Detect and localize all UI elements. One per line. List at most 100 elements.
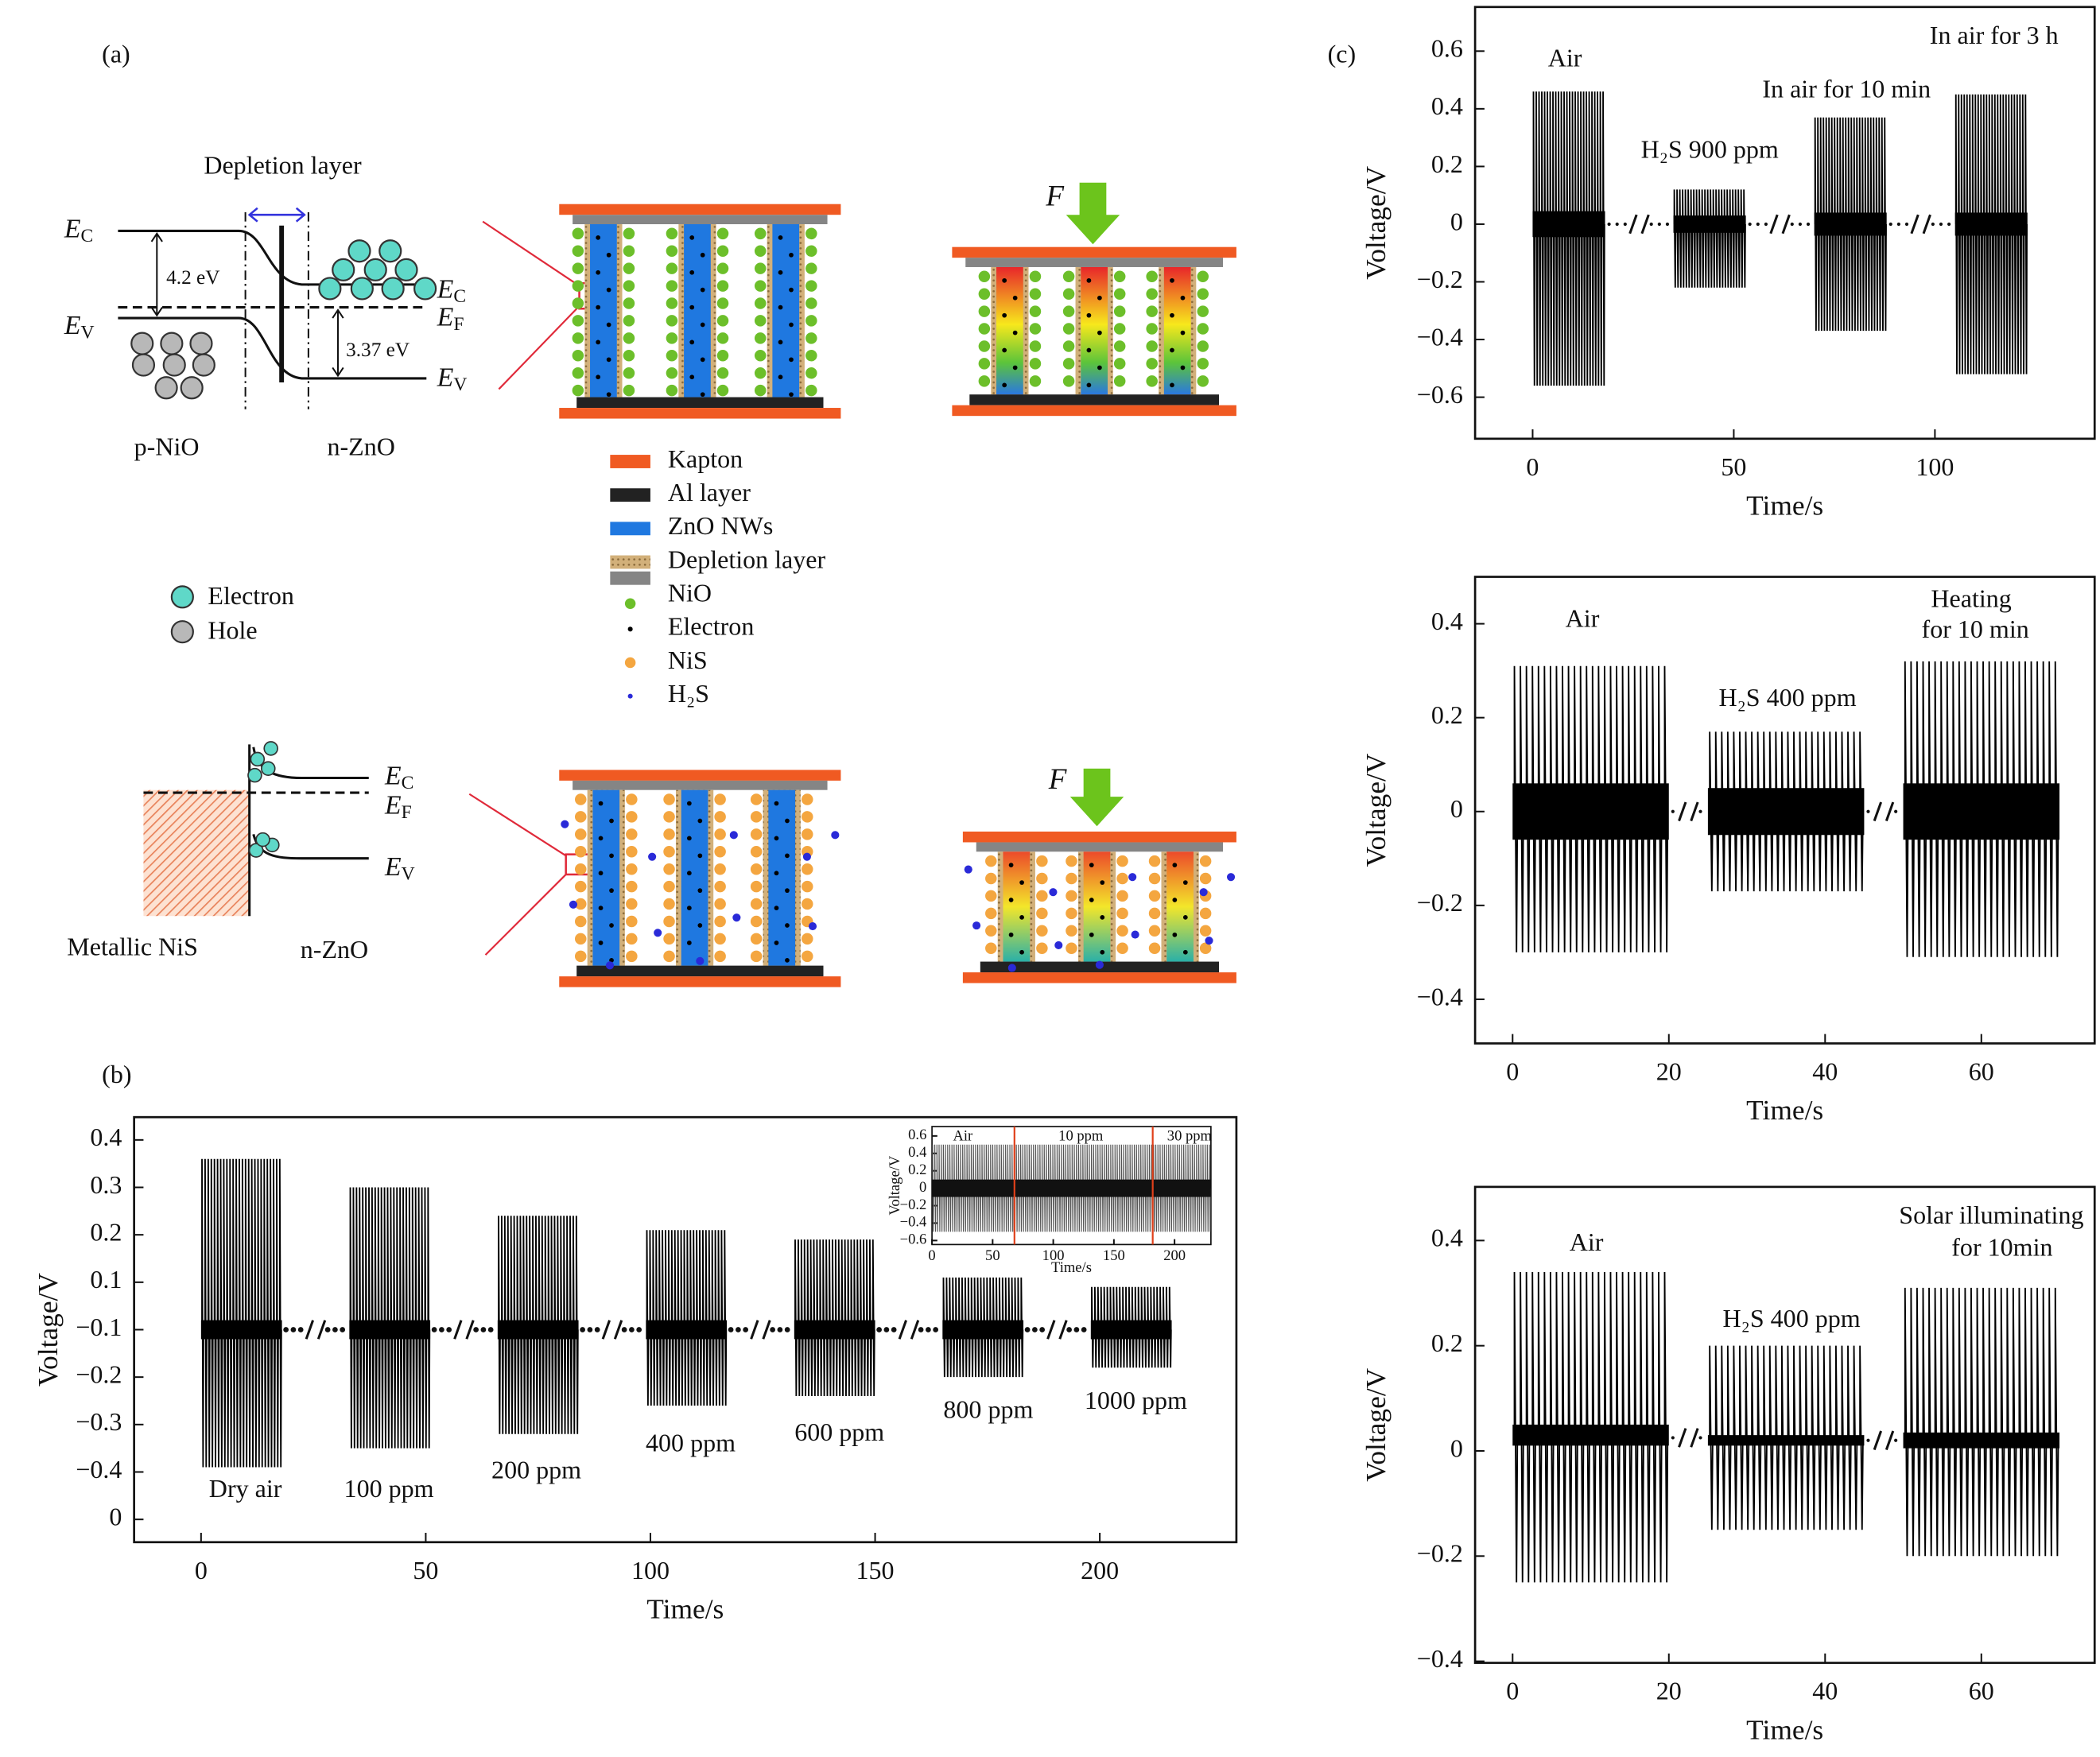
spike [1535, 91, 1539, 386]
label: p-NiO [134, 432, 200, 461]
spike [860, 1239, 864, 1397]
electron-dot [1002, 347, 1007, 353]
energy-level: EC [437, 274, 466, 307]
shell-particle [663, 863, 675, 875]
shell-particle [1029, 288, 1042, 300]
spike [275, 1158, 279, 1468]
electron-dot [598, 941, 604, 945]
spike [1566, 91, 1570, 386]
label: Hole [208, 616, 257, 645]
electron-dot [1019, 880, 1024, 885]
spike [1599, 91, 1603, 386]
legend-label: Electron [668, 612, 754, 641]
spike [411, 1187, 415, 1449]
y-tick-label: 0.2 [1431, 149, 1463, 178]
spike [699, 1230, 702, 1406]
spike [1928, 1287, 1933, 1557]
spike [806, 1239, 810, 1397]
zno-nanowire [590, 224, 617, 398]
kapton [559, 976, 841, 987]
spike [359, 1187, 363, 1449]
shell-particle [801, 811, 813, 823]
label: 4.2 eV [166, 266, 219, 289]
shell-particle [716, 297, 729, 309]
electron-dot [686, 906, 692, 910]
electron-dot [1012, 330, 1018, 335]
electron-dot [598, 906, 604, 910]
annotation: Heating [1931, 584, 2011, 612]
electron-dot [785, 923, 790, 928]
spike [655, 1230, 659, 1406]
shell-particle [626, 950, 638, 963]
spike [1684, 189, 1688, 288]
spike [1982, 1287, 1987, 1557]
level-symbol: E [384, 761, 402, 790]
annotation: In air for 3 h [1930, 21, 2059, 49]
shell-particle [1029, 340, 1042, 352]
spike [244, 1158, 248, 1468]
break-mark [1046, 1320, 1068, 1340]
spike [1569, 91, 1572, 386]
electron-dot [700, 357, 705, 363]
noise-band [1903, 1432, 2060, 1449]
electron-dot [774, 941, 779, 945]
shell-particle [750, 933, 763, 945]
shell-particle [714, 933, 726, 945]
segment-label: 800 ppm [943, 1395, 1033, 1424]
shell-particle [663, 898, 675, 910]
spike [1701, 189, 1705, 288]
shell-particle [714, 863, 726, 875]
legend-swatch [624, 657, 636, 669]
y-tick-label: 0.2 [90, 1218, 122, 1247]
spike [705, 1230, 708, 1406]
y-tick-label: −0.2 [76, 1360, 122, 1389]
electron-dot [774, 871, 779, 876]
shell-particle [1116, 872, 1128, 885]
break-mark [750, 1320, 771, 1340]
legend-label: Kapton [668, 444, 743, 473]
electron-dot [1180, 330, 1186, 335]
electron-dot [1172, 863, 1178, 868]
segment-label: 400 ppm [646, 1429, 736, 1457]
level-sub: V [402, 864, 415, 885]
electron-dot [1182, 949, 1188, 955]
electron-dot [778, 235, 783, 240]
shell-particle [750, 811, 763, 823]
spike [260, 1158, 264, 1468]
shell-particle [1199, 855, 1212, 867]
shell-particle [574, 950, 587, 963]
spike [1734, 189, 1738, 288]
spike [2012, 1287, 2017, 1557]
electron [413, 277, 437, 301]
electron-dot [1012, 365, 1018, 370]
electron-dot [697, 853, 703, 859]
electron [378, 239, 402, 263]
spike [254, 1158, 258, 1468]
spike [1964, 1287, 1970, 1557]
spike [689, 1230, 693, 1406]
shell-particle [716, 262, 729, 274]
spike [1549, 91, 1553, 386]
shell-particle [1197, 323, 1209, 335]
hole [192, 353, 215, 377]
shell-particle [1062, 375, 1075, 387]
shell-particle [626, 811, 638, 823]
zoom-line [482, 220, 580, 390]
legend-label: NiO [668, 579, 712, 607]
electron [363, 258, 387, 281]
metal-nis [143, 789, 250, 917]
noise-band [1673, 215, 1746, 233]
spike [702, 1230, 705, 1406]
spike [1712, 189, 1716, 288]
shell-particle [572, 332, 584, 344]
shell-particle [1197, 270, 1209, 283]
hole [154, 376, 178, 400]
spike [2006, 1287, 2011, 1557]
shell-particle [666, 350, 678, 362]
electron-dot [774, 906, 779, 910]
electron-dot [689, 270, 695, 275]
spike [856, 1239, 860, 1397]
shell-particle [572, 227, 584, 240]
spike [1952, 1287, 1957, 1557]
noise-band [497, 1320, 579, 1340]
